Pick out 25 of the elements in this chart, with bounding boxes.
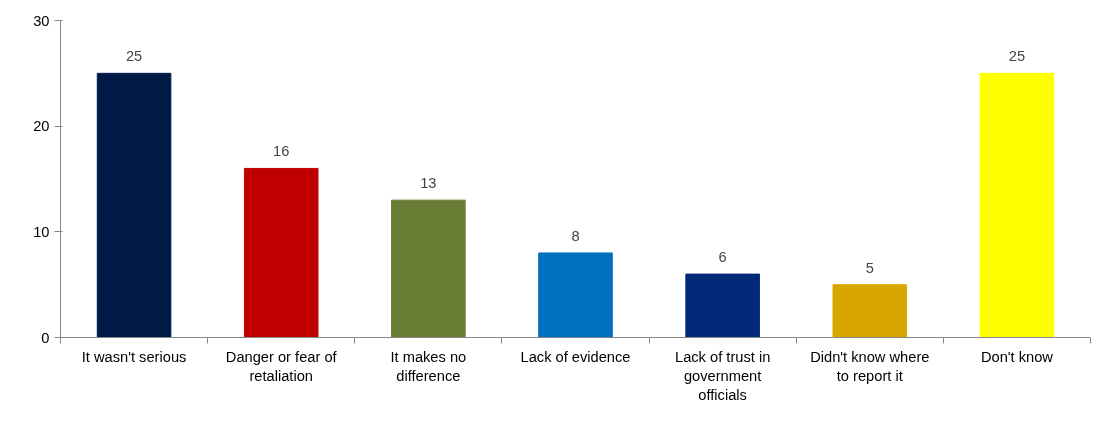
bar xyxy=(538,252,613,338)
y-tick-label: 10 xyxy=(33,223,50,240)
data-label: 16 xyxy=(273,143,290,160)
bar xyxy=(243,167,319,338)
x-tick-label: Lack of trust in government officials xyxy=(674,348,771,403)
bar xyxy=(391,199,466,338)
data-label: 5 xyxy=(865,259,874,276)
y-tick-label: 30 xyxy=(33,12,50,29)
data-label: 13 xyxy=(420,175,437,192)
data-label: 25 xyxy=(125,48,143,65)
bar xyxy=(979,72,1055,338)
x-tick-label: Lack of evidence xyxy=(520,348,631,365)
y-tick-label: 0 xyxy=(41,329,50,346)
bar xyxy=(685,273,760,338)
y-tick-label: 20 xyxy=(33,118,50,135)
x-tick-label: Didn't know where to report it xyxy=(810,348,930,384)
bar xyxy=(832,284,908,338)
data-label: 8 xyxy=(571,227,580,244)
x-tick-label: Don't know xyxy=(980,348,1054,365)
x-tick-label: Danger or fear of retaliation xyxy=(225,348,338,384)
data-label: 25 xyxy=(1008,48,1026,65)
data-label: 6 xyxy=(718,249,727,266)
bar xyxy=(96,72,172,338)
x-tick-label: It wasn't serious xyxy=(81,348,187,365)
x-tick-label: It makes no difference xyxy=(390,348,467,384)
